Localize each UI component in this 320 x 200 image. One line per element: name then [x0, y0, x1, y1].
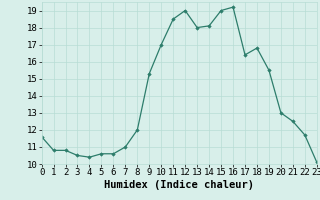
X-axis label: Humidex (Indice chaleur): Humidex (Indice chaleur) — [104, 180, 254, 190]
